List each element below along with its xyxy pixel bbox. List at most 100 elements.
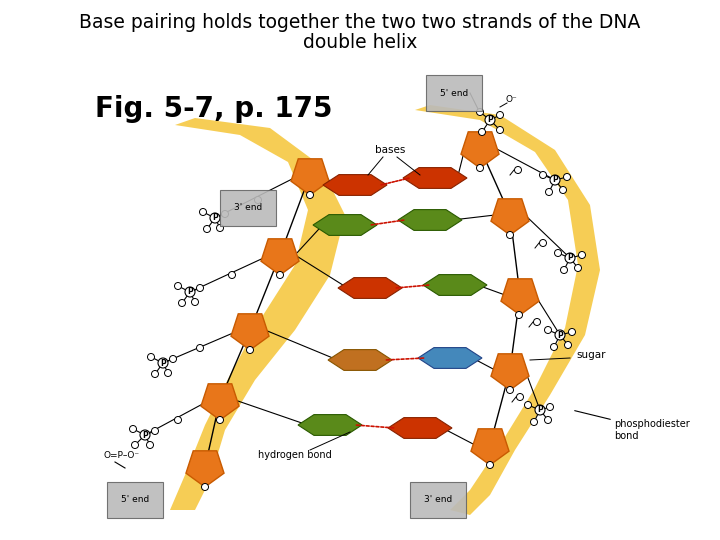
Text: P: P bbox=[212, 213, 218, 222]
Polygon shape bbox=[298, 415, 362, 435]
Polygon shape bbox=[313, 214, 377, 235]
Polygon shape bbox=[501, 279, 539, 315]
Text: bases: bases bbox=[375, 145, 405, 155]
Circle shape bbox=[544, 416, 552, 423]
Text: Fig. 5-7, p. 175: Fig. 5-7, p. 175 bbox=[95, 95, 333, 123]
Polygon shape bbox=[291, 159, 329, 195]
Text: phosphodiester
bond: phosphodiester bond bbox=[614, 419, 690, 441]
Polygon shape bbox=[461, 132, 499, 168]
Circle shape bbox=[516, 312, 523, 319]
Circle shape bbox=[204, 226, 210, 233]
Polygon shape bbox=[403, 167, 467, 188]
Text: P: P bbox=[567, 253, 573, 262]
Polygon shape bbox=[201, 384, 239, 420]
Circle shape bbox=[569, 328, 575, 335]
Circle shape bbox=[560, 267, 567, 273]
Circle shape bbox=[534, 319, 541, 326]
Circle shape bbox=[169, 355, 176, 362]
Circle shape bbox=[559, 186, 567, 193]
Circle shape bbox=[516, 394, 523, 401]
Circle shape bbox=[185, 287, 195, 297]
Circle shape bbox=[544, 327, 552, 334]
Circle shape bbox=[192, 299, 199, 306]
Polygon shape bbox=[471, 429, 509, 465]
Circle shape bbox=[246, 347, 253, 354]
Text: hydrogen bond: hydrogen bond bbox=[258, 450, 332, 460]
Text: sugar: sugar bbox=[576, 350, 606, 360]
Circle shape bbox=[164, 369, 171, 376]
Text: 5' end: 5' end bbox=[440, 89, 468, 98]
Circle shape bbox=[254, 197, 261, 204]
Circle shape bbox=[539, 240, 546, 246]
Circle shape bbox=[197, 285, 204, 292]
Circle shape bbox=[228, 272, 235, 279]
Circle shape bbox=[130, 426, 137, 433]
Polygon shape bbox=[415, 105, 600, 515]
Circle shape bbox=[174, 282, 181, 289]
Text: 3' end: 3' end bbox=[234, 204, 262, 213]
Circle shape bbox=[179, 300, 186, 307]
Circle shape bbox=[497, 126, 503, 133]
Polygon shape bbox=[323, 174, 387, 195]
Circle shape bbox=[565, 253, 575, 263]
Circle shape bbox=[551, 343, 557, 350]
Circle shape bbox=[199, 208, 207, 215]
Circle shape bbox=[479, 129, 485, 136]
Circle shape bbox=[535, 405, 545, 415]
Circle shape bbox=[550, 175, 560, 185]
Circle shape bbox=[210, 213, 220, 223]
Circle shape bbox=[146, 442, 153, 449]
Circle shape bbox=[217, 225, 223, 232]
Circle shape bbox=[578, 252, 585, 259]
Circle shape bbox=[307, 192, 313, 199]
Polygon shape bbox=[388, 417, 452, 438]
Text: P: P bbox=[487, 116, 493, 125]
Circle shape bbox=[202, 483, 209, 490]
Polygon shape bbox=[186, 451, 224, 487]
Circle shape bbox=[158, 358, 168, 368]
Text: P: P bbox=[142, 430, 148, 440]
Circle shape bbox=[515, 166, 521, 173]
Circle shape bbox=[151, 370, 158, 377]
Text: P: P bbox=[160, 359, 166, 368]
Polygon shape bbox=[170, 118, 345, 510]
Circle shape bbox=[575, 265, 582, 272]
Text: P: P bbox=[552, 176, 558, 185]
Circle shape bbox=[197, 345, 204, 352]
Text: double helix: double helix bbox=[303, 33, 417, 52]
Polygon shape bbox=[491, 354, 529, 390]
Text: O⁻: O⁻ bbox=[505, 96, 517, 105]
Text: 3' end: 3' end bbox=[424, 496, 452, 504]
Circle shape bbox=[151, 428, 158, 435]
Circle shape bbox=[174, 416, 181, 423]
Circle shape bbox=[506, 232, 513, 239]
Circle shape bbox=[222, 211, 228, 218]
Circle shape bbox=[546, 403, 554, 410]
Circle shape bbox=[539, 172, 546, 179]
Text: P: P bbox=[557, 330, 563, 340]
Polygon shape bbox=[328, 349, 392, 370]
Circle shape bbox=[554, 249, 562, 256]
Polygon shape bbox=[491, 199, 529, 235]
Circle shape bbox=[555, 330, 565, 340]
Circle shape bbox=[477, 165, 484, 172]
Circle shape bbox=[564, 341, 572, 348]
Polygon shape bbox=[261, 239, 299, 275]
Circle shape bbox=[276, 272, 284, 279]
Circle shape bbox=[487, 462, 493, 469]
Text: O=P–O⁻: O=P–O⁻ bbox=[103, 450, 139, 460]
Circle shape bbox=[148, 354, 155, 361]
Circle shape bbox=[506, 387, 513, 394]
Circle shape bbox=[531, 418, 538, 426]
Polygon shape bbox=[423, 275, 487, 295]
Circle shape bbox=[217, 416, 223, 423]
Text: P: P bbox=[537, 406, 543, 415]
Polygon shape bbox=[418, 348, 482, 368]
Polygon shape bbox=[398, 210, 462, 231]
Circle shape bbox=[477, 109, 484, 116]
Text: P: P bbox=[187, 287, 193, 296]
Circle shape bbox=[546, 188, 552, 195]
Text: 5' end: 5' end bbox=[121, 496, 149, 504]
Circle shape bbox=[140, 430, 150, 440]
Circle shape bbox=[485, 115, 495, 125]
